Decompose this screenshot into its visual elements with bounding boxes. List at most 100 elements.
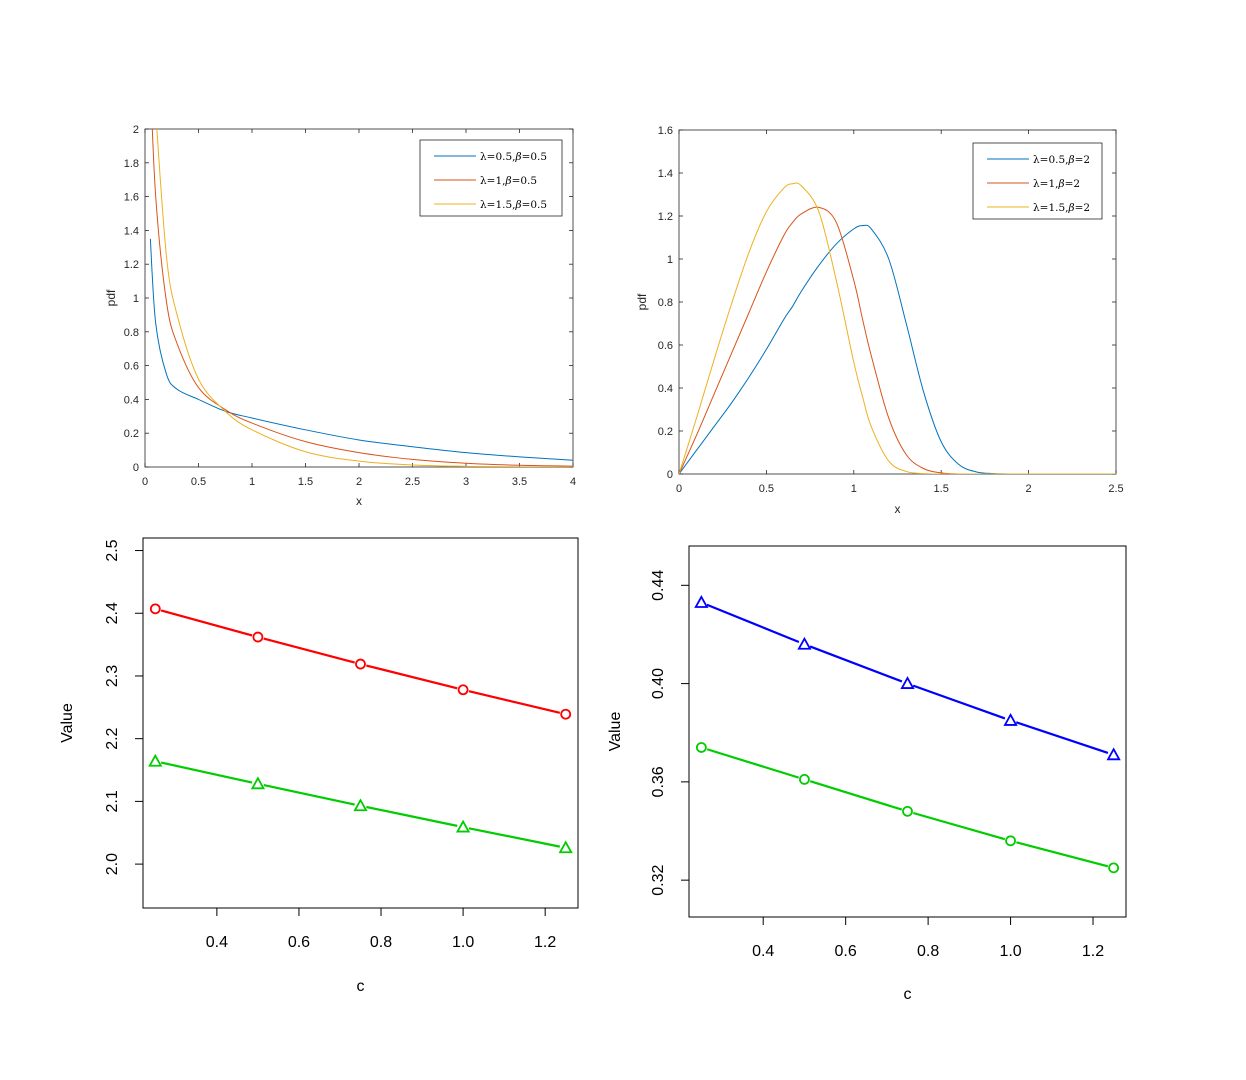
y-tick-label: 0.4 — [658, 383, 673, 395]
series-2-segment — [160, 761, 253, 784]
y-tick-label: 1 — [667, 254, 673, 266]
series-1-segment — [809, 645, 903, 683]
x-tick-label: 4 — [570, 476, 576, 488]
series-2-segment — [263, 784, 355, 806]
chart-value-vs-c-right: 0.4 0.6 0.8 1.0 1.2 0.32 0.36 0.40 0.44 c Value — [607, 545, 1127, 1003]
legend-label-2: λ=1,β=0.5 — [480, 175, 537, 187]
series-line-3 — [156, 129, 573, 467]
y-tick-label: 0 — [667, 469, 673, 481]
legend-box — [419, 139, 563, 217]
x-tick-label: 2 — [356, 476, 362, 488]
y-tick-label: 0.44 — [650, 570, 667, 601]
series-2-point-5 — [558, 840, 573, 854]
y-tick-label: 1.4 — [658, 168, 673, 180]
series-2-segment — [1016, 841, 1109, 868]
legend-label-beta: β — [1057, 178, 1064, 190]
x-tick-label: 0.8 — [370, 934, 392, 951]
y-tick-label: 1.8 — [124, 158, 139, 170]
series-2-point-2 — [250, 776, 266, 790]
chart-pdf-beta-0.5: 0 0.5 1 1.5 2 2.5 3 3.5 4 0 0.2 0.4 0.6 0.8 1 1.2 1.4 1.6… — [104, 124, 576, 508]
series-1-point-5 — [1106, 747, 1121, 761]
x-tick-label: 1.5 — [934, 483, 949, 495]
series-1-point-5 — [560, 708, 572, 720]
legend-label-2: λ=1,β=2 — [1033, 178, 1080, 190]
x-tick-label: 0.4 — [752, 943, 774, 960]
series-1-point-4 — [1003, 712, 1018, 726]
legend-label-part: λ=0.5, — [1033, 154, 1069, 166]
y-tick-label: 2.3 — [104, 665, 121, 687]
legend-box — [972, 142, 1103, 220]
series-1-point-2 — [797, 636, 812, 650]
series-line-2 — [679, 206, 1116, 474]
x-tick-label: 1.0 — [999, 943, 1021, 960]
series-line-1 — [679, 224, 1116, 474]
x-tick-label: 0 — [142, 476, 148, 488]
series-2-segment — [468, 827, 561, 848]
series-line-1 — [149, 238, 573, 461]
legend-label-3: λ=1.5,β=2 — [1033, 202, 1090, 214]
x-tick-label: 1.5 — [298, 476, 313, 488]
legend-label-beta: β — [1068, 154, 1075, 166]
legend-label-beta: β — [1068, 202, 1075, 214]
legend-label-1: λ=0.5,β=2 — [1033, 154, 1090, 166]
legend-label-part: λ=0.5, — [480, 151, 516, 163]
x-tick-label: 1.2 — [1082, 943, 1104, 960]
series-2-segment — [912, 811, 1006, 841]
y-tick-label: 0.4 — [124, 394, 139, 406]
y-tick-label: 2.4 — [104, 602, 121, 624]
legend-label-part: λ=1, — [1033, 178, 1058, 190]
y-tick-label: 2.0 — [104, 853, 121, 875]
x-tick-label: 0.5 — [191, 476, 206, 488]
series-line-3 — [679, 182, 1116, 474]
legend-label-beta: β — [515, 199, 522, 211]
series-1-segment — [1015, 721, 1109, 754]
series-1-point-3 — [355, 658, 366, 670]
legend-label-part: λ=1.5, — [480, 199, 516, 211]
x-tick-label: 0.4 — [206, 934, 228, 951]
y-tick-label: 1.6 — [658, 125, 673, 137]
y-tick-label: 2.2 — [104, 727, 121, 749]
series-1-segment — [468, 690, 561, 714]
series-1-segment — [160, 609, 253, 637]
series-2-segment — [809, 780, 903, 811]
y-tick-label: 0.36 — [650, 766, 667, 797]
x-tick-label: 1.0 — [452, 934, 474, 951]
legend-label-part: =0.5 — [522, 151, 548, 163]
series-2-point-4 — [455, 819, 471, 833]
series-1-segment — [263, 637, 355, 664]
y-tick-label: 0.6 — [658, 340, 673, 352]
x-axis-label: c — [357, 978, 365, 995]
chart-pdf-beta-2: 0 0.5 1 1.5 2 2.5 0 0.2 0.4 0.6 0.8 1 1.2 1.4 1.6 x pdf λ… — [635, 125, 1124, 516]
y-tick-label: 0.32 — [650, 864, 667, 895]
y-tick-label: 1 — [133, 293, 139, 305]
x-tick-label: 1 — [249, 476, 255, 488]
y-tick-label: 1.2 — [124, 259, 139, 271]
legend: λ=0.5,β=0.5λ=1,β=0.5λ=1.5,β=0.5 — [419, 139, 563, 217]
y-axis-label: Value — [59, 703, 76, 743]
y-tick-label: 1.4 — [124, 225, 139, 237]
series-2-point-1 — [695, 742, 707, 753]
x-tick-label: 1.2 — [534, 934, 556, 951]
series-1-point-1 — [694, 595, 709, 608]
y-tick-label: 0.40 — [650, 668, 667, 699]
series-1-point-2 — [252, 631, 264, 643]
x-tick-label: 0.5 — [759, 483, 774, 495]
legend: λ=0.5,β=2λ=1,β=2λ=1.5,β=2 — [972, 142, 1103, 220]
plot-box — [142, 537, 579, 909]
series-1-segment — [912, 684, 1006, 720]
x-tick-label: 3 — [463, 476, 469, 488]
series-1-segment — [366, 664, 458, 690]
y-tick-label: 0.6 — [124, 361, 139, 373]
legend-label-beta: β — [504, 175, 511, 187]
y-axis-label: pdf — [104, 289, 118, 306]
series-1-point-4 — [457, 684, 469, 696]
legend-label-part: =2 — [1075, 202, 1090, 214]
legend-label-part: λ=1.5, — [1033, 202, 1069, 214]
series-1-point-3 — [900, 676, 915, 689]
y-tick-label: 0.2 — [658, 426, 673, 438]
y-tick-label: 0.8 — [124, 327, 139, 339]
legend-label-part: λ=1, — [480, 175, 505, 187]
y-tick-label: 2 — [133, 124, 139, 136]
series-2-point-4 — [1005, 835, 1016, 847]
